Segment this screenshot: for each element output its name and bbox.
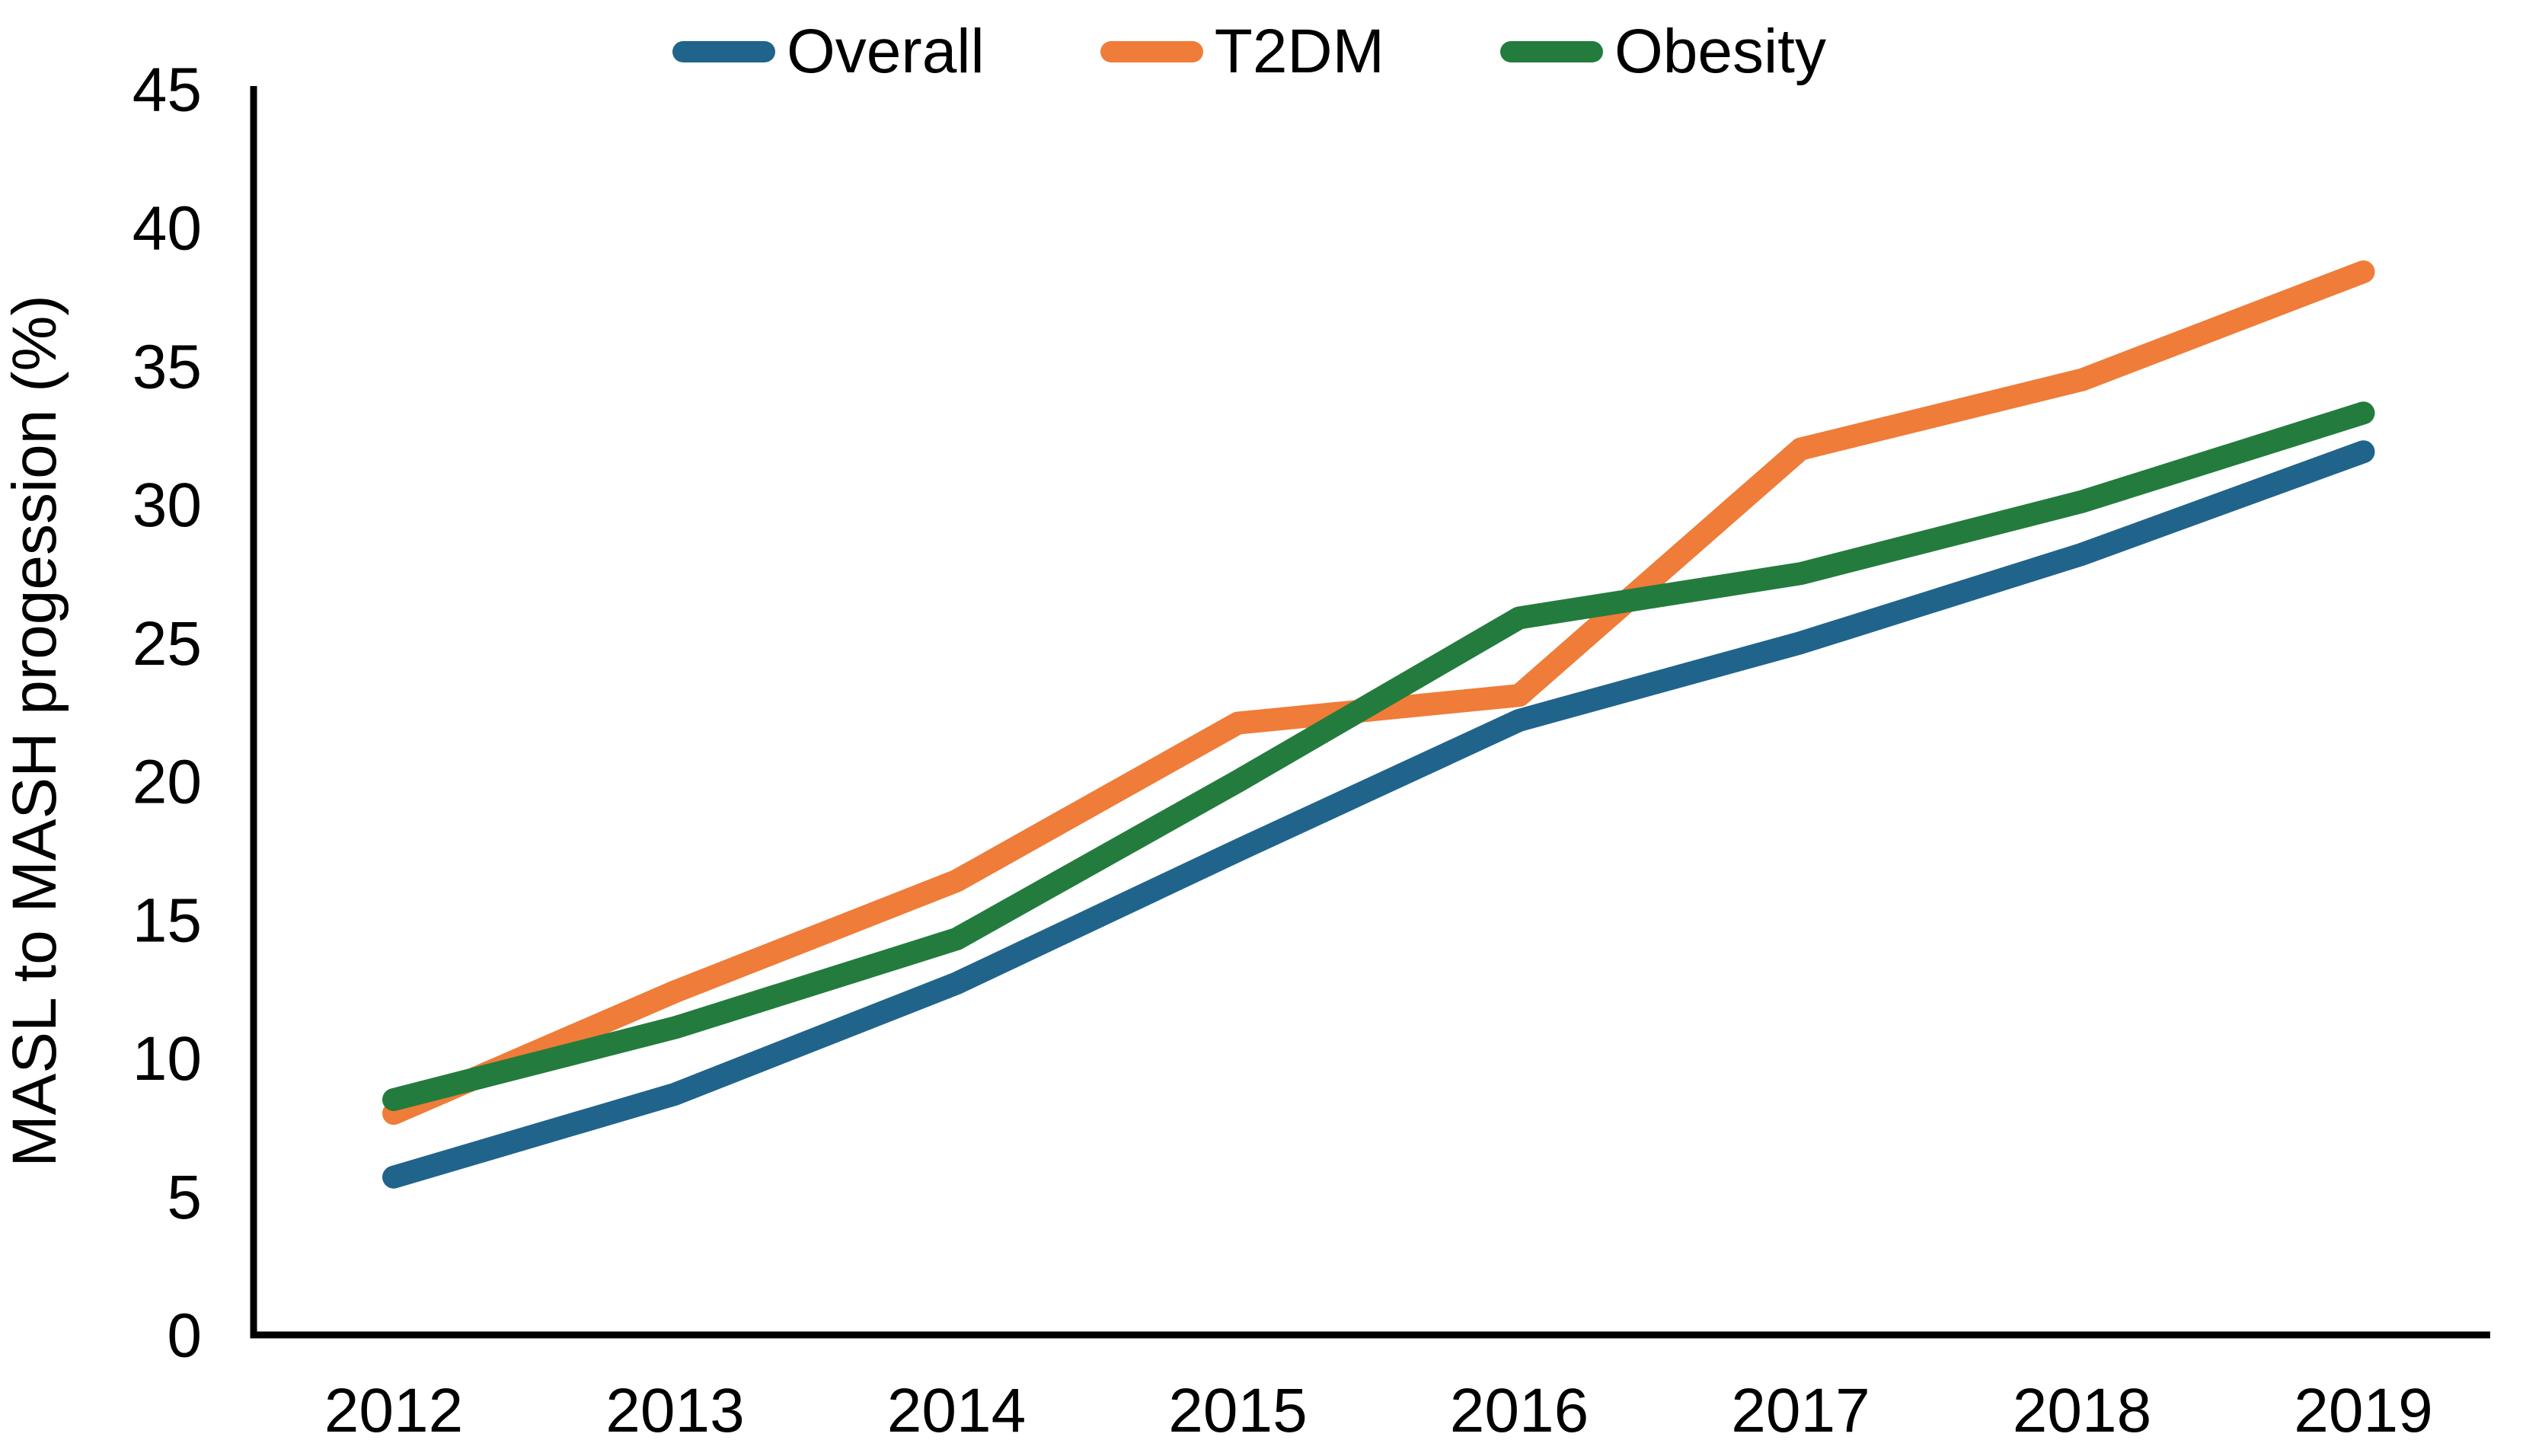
x-tick-label: 2016: [1450, 1376, 1589, 1445]
x-tick-label: 2019: [2294, 1376, 2432, 1445]
y-tick-label: 5: [167, 1163, 202, 1232]
series-line-obesity: [382, 401, 2375, 1111]
x-tick-label: 2014: [887, 1376, 1026, 1445]
legend-swatch-t2dm: [1100, 41, 1203, 62]
x-tick-label: 2018: [2013, 1376, 2151, 1445]
y-tick-label: 35: [133, 332, 202, 401]
legend-item-overall: Overall: [672, 21, 985, 83]
series-line-overall: [382, 440, 2375, 1189]
x-tick-label: 2015: [1168, 1376, 1307, 1445]
legend-swatch-obesity: [1499, 41, 1603, 62]
y-tick-label: 20: [133, 748, 202, 817]
legend-item-obesity: Obesity: [1499, 17, 1826, 86]
y-tick-label: 40: [133, 193, 202, 263]
x-tick-label: 2013: [605, 1376, 744, 1445]
y-tick-label: 15: [133, 886, 202, 955]
chart-legend: Overall T2DM Obesity: [672, 21, 1826, 83]
x-tick-label: 2017: [1731, 1376, 1870, 1445]
y-tick-label: 25: [133, 609, 202, 679]
y-tick-label: 10: [133, 1024, 202, 1094]
legend-label: Overall: [787, 17, 985, 86]
y-tick-label: 45: [133, 56, 202, 125]
legend-swatch-overall: [672, 41, 775, 62]
legend-label: Obesity: [1614, 17, 1826, 86]
x-tick-label: 2012: [324, 1376, 463, 1445]
legend-item-t2dm: T2DM: [1100, 21, 1384, 83]
y-tick-label: 30: [133, 471, 202, 540]
legend-label: T2DM: [1214, 17, 1384, 86]
y-axis-title: MASL to MASH progession (%): [0, 295, 69, 1167]
y-tick-label: 0: [167, 1301, 202, 1371]
